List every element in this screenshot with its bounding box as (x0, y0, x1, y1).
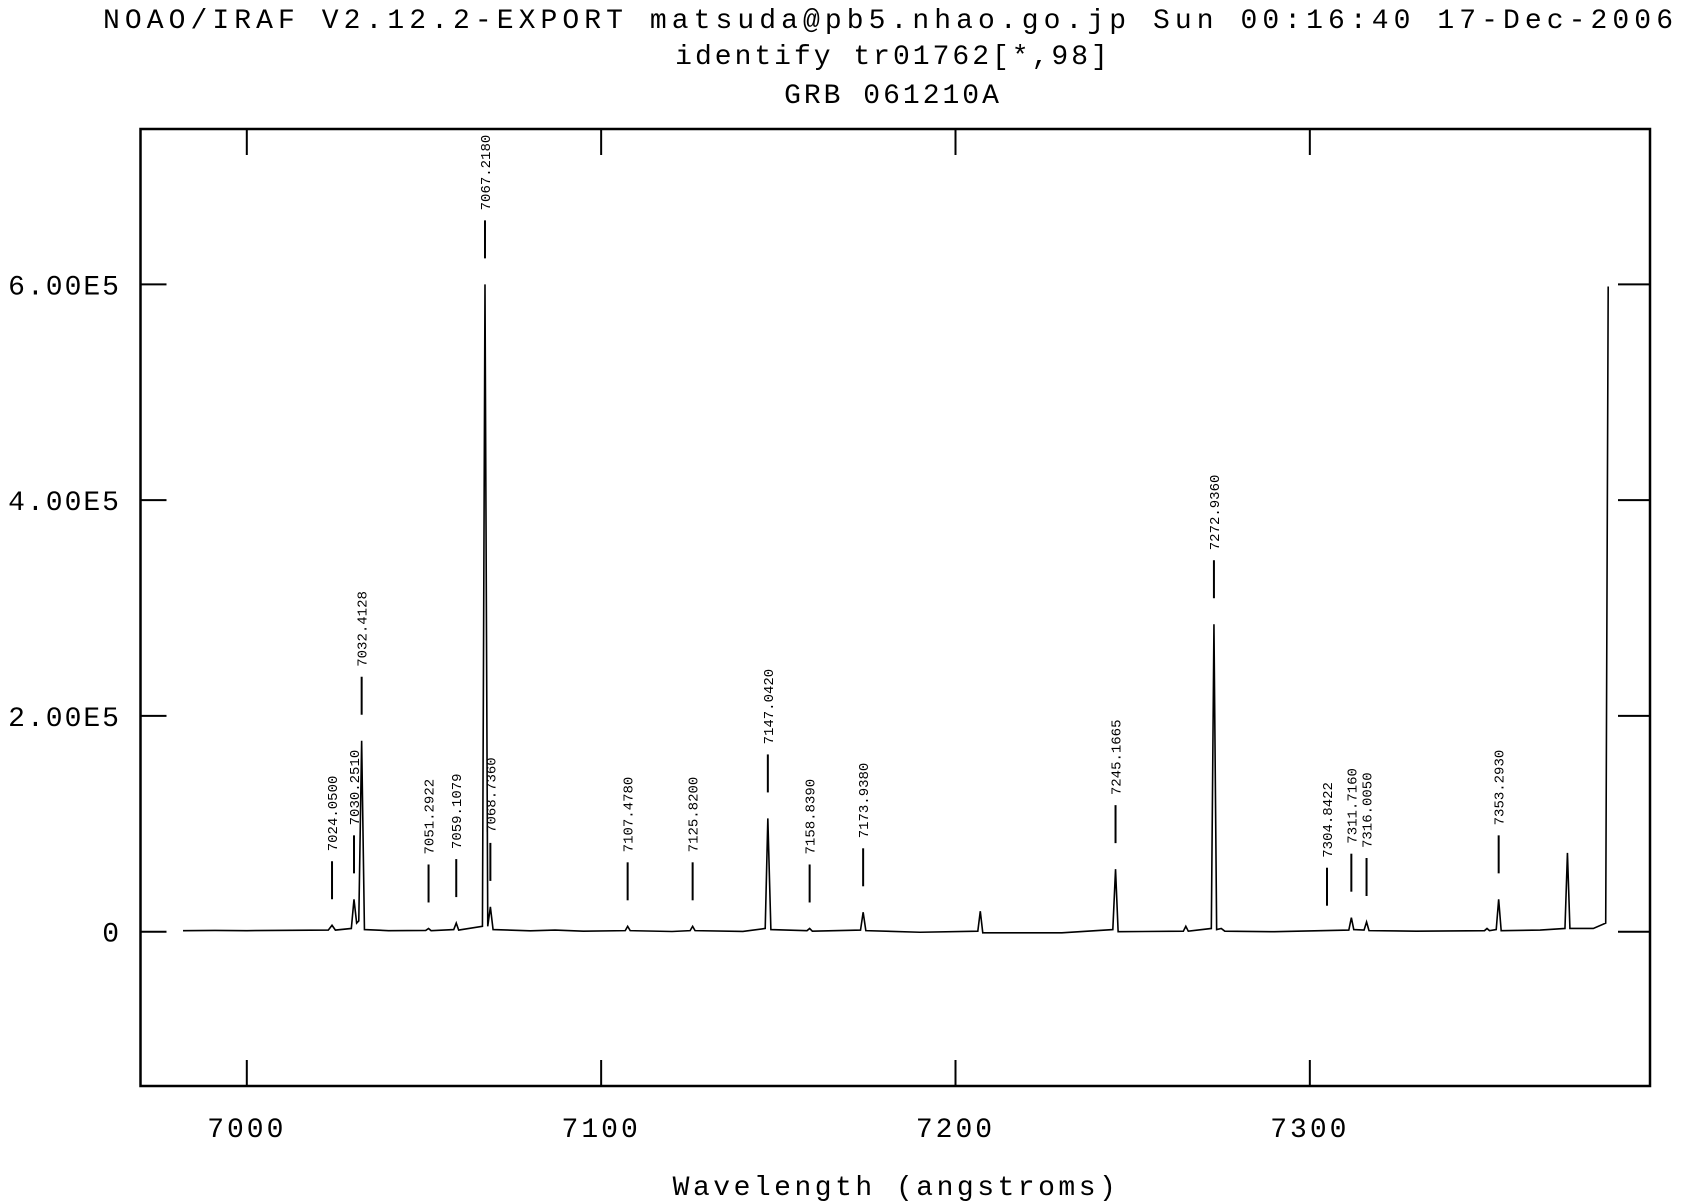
y-tick-label: 0 (102, 920, 121, 951)
x-tick-label: 7000 (207, 1115, 286, 1146)
plot-frame (139, 127, 1652, 1088)
line-id-label: 7304.8422 (1321, 782, 1337, 858)
line-id-label: 7107.4780 (622, 777, 638, 853)
x-tick-label: 7200 (916, 1115, 995, 1146)
line-id-label: 7353.2930 (1493, 750, 1509, 826)
line-id-label: 7173.9380 (857, 763, 873, 839)
spectrum-line (183, 284, 1609, 934)
line-id-label: 7024.0500 (326, 776, 342, 852)
line-id-label: 7059.1079 (450, 773, 466, 849)
x-tick-label: 7100 (562, 1115, 641, 1146)
y-tick-label: 6.00E5 (8, 272, 121, 303)
line-id-label: 7147.0420 (762, 669, 778, 745)
line-id-label: 7032.4128 (356, 591, 372, 667)
line-id-label: 7067.2180 (479, 135, 495, 211)
line-id-label: 7311.7160 (1345, 768, 1361, 844)
line-id-label: 7030.2510 (348, 750, 364, 826)
chart-subtitle: GRB 061210A (784, 81, 1002, 112)
line-id-label: 7316.0050 (1361, 772, 1377, 848)
x-tick-label: 7300 (1270, 1115, 1349, 1146)
line-id-label: 7272.9360 (1208, 475, 1224, 551)
line-id-label: 7125.8200 (687, 777, 703, 853)
line-id-label: 7068.7360 (484, 757, 500, 833)
x-axis-label: Wavelength (angstroms) (673, 1173, 1120, 1202)
chart-title: identify tr01762[*,98] (675, 42, 1111, 73)
header: NOAO/IRAF V2.12.2-EXPORT matsuda@pb5.nha… (103, 6, 1673, 37)
line-id-label: 7158.8390 (804, 779, 820, 855)
line-id-label: 7051.2922 (423, 779, 439, 855)
y-tick-label: 2.00E5 (8, 704, 121, 735)
y-tick-label: 4.00E5 (8, 488, 121, 519)
line-id-label: 7245.1665 (1110, 720, 1126, 796)
